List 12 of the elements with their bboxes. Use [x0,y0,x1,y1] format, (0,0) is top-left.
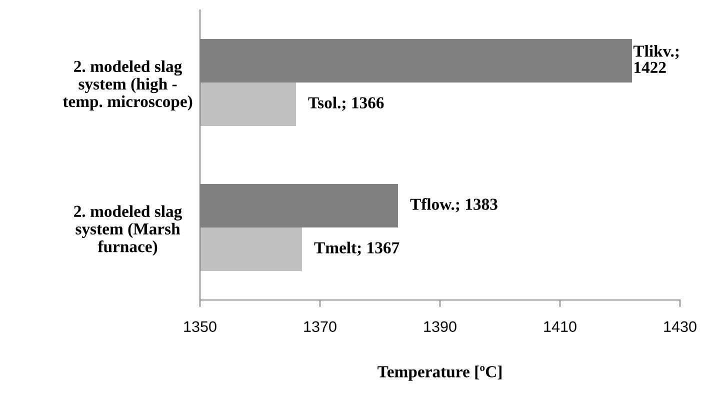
data-label: Tflow.; 1383 [410,198,498,212]
data-label: Tmelt; 1367 [314,242,400,256]
x-tick-label: 1430 [664,321,696,332]
x-tick-label: 1410 [544,321,576,332]
x-tick-label: 1390 [424,321,456,332]
x-tick-label: 1370 [304,321,336,332]
data-label: Tsol.; 1366 [308,96,384,111]
y-tick-label: 2. modeled slag system (Marsh furnace) [74,205,182,256]
y-tick-label: 2. modeled slag system (high - temp. microscope) [62,60,192,111]
data-label: Tlikv.; 1422 [633,45,679,73]
x-axis-title: Temperature [ºC] [378,366,502,381]
x-tick-label: 1350 [184,321,216,332]
